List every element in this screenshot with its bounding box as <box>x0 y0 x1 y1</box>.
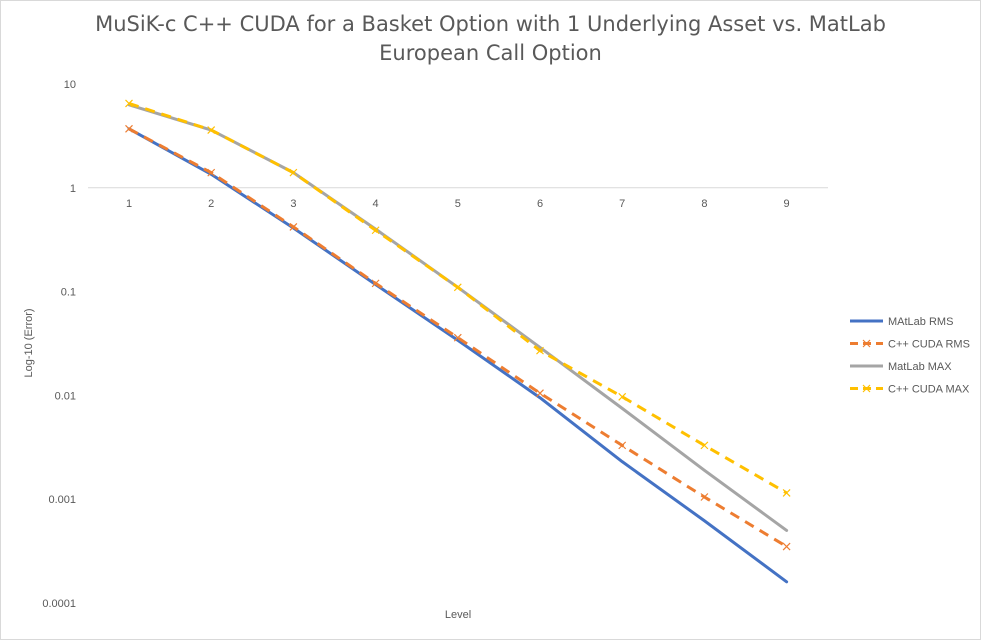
legend-entry-label: MAtLab RMS <box>888 316 953 328</box>
series-line-2 <box>128 127 788 548</box>
data-point-marker <box>700 441 709 450</box>
data-point-marker <box>371 279 380 288</box>
axes: 1 2 3 4 5 6 7 8 9 10 1 0.1 0.01 0.001 0.0001 <box>42 79 828 610</box>
y-tick-label: 10 <box>64 79 76 91</box>
data-point-marker <box>289 168 298 177</box>
legend-entry-label: C++ CUDA MAX <box>888 384 970 396</box>
x-tick-label: 1 <box>126 198 132 210</box>
data-point-marker <box>207 168 216 177</box>
legend-entry-label: MatLab MAX <box>888 361 952 373</box>
x-tick-label: 9 <box>784 198 790 210</box>
data-point-marker <box>618 392 627 401</box>
x-tick-label: 3 <box>290 198 296 210</box>
series-group <box>125 99 791 584</box>
legend-entry-label: C++ CUDA RMS <box>888 339 970 351</box>
series-line-3 <box>127 103 789 532</box>
y-tick-label: 0.1 <box>61 287 76 299</box>
legend: MAtLab RMS C++ CUDA RMS MatLab MAX C++ CUDA… <box>850 316 970 396</box>
data-point-marker <box>782 542 791 551</box>
data-point-marker <box>453 283 462 292</box>
data-point-marker <box>371 226 380 235</box>
data-point-marker <box>125 124 133 133</box>
chart-title-line-1: MuSiK-c C++ CUDA for a Basket Option wit… <box>95 12 886 36</box>
x-tick-label: 6 <box>537 198 543 210</box>
x-tick-label: 2 <box>208 198 214 210</box>
series-line-1 <box>127 127 789 584</box>
x-tick-label: 7 <box>619 198 625 210</box>
legend-marker <box>862 384 871 393</box>
x-axis-title: Level <box>445 609 471 621</box>
data-point-marker <box>207 126 216 134</box>
x-tick-label: 4 <box>373 198 379 210</box>
y-tick-label: 0.01 <box>55 390 76 402</box>
data-point-marker <box>125 99 133 108</box>
data-point-marker <box>453 333 462 342</box>
data-point-marker <box>536 346 544 355</box>
x-tick-label: 5 <box>455 198 461 210</box>
data-point-marker <box>618 441 627 450</box>
data-point-marker <box>536 389 544 398</box>
legend-marker <box>862 339 871 348</box>
x-tick-label: 8 <box>701 198 707 210</box>
chart-title: MuSiK-c C++ CUDA for a Basket Option wit… <box>0 10 981 68</box>
y-tick-label: 0.001 <box>48 494 76 506</box>
data-point-marker <box>782 488 791 497</box>
y-tick-label: 0.0001 <box>42 598 76 610</box>
data-point-marker <box>289 222 298 231</box>
data-point-marker <box>700 493 709 501</box>
y-tick-label: 1 <box>70 183 76 195</box>
y-axis-title: Log-10 (Error) <box>23 308 35 377</box>
chart-title-line-2: European Call Option <box>379 41 602 65</box>
series-line-4 <box>128 101 788 495</box>
